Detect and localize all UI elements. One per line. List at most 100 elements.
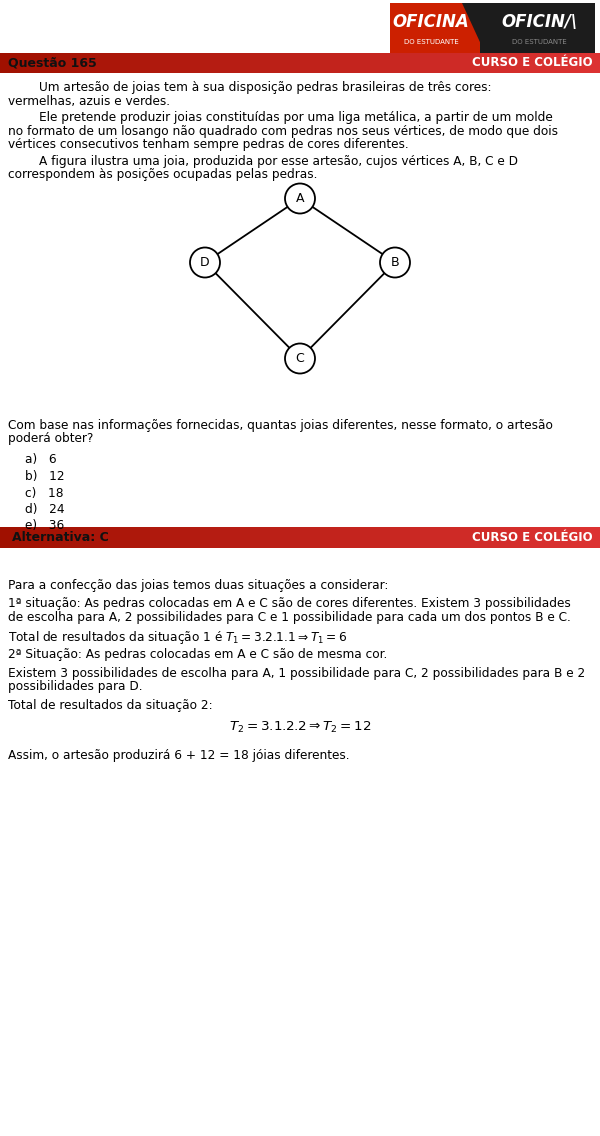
Circle shape bbox=[380, 248, 410, 277]
FancyBboxPatch shape bbox=[50, 527, 61, 548]
FancyBboxPatch shape bbox=[30, 53, 41, 73]
FancyBboxPatch shape bbox=[310, 527, 320, 548]
FancyBboxPatch shape bbox=[360, 527, 371, 548]
FancyBboxPatch shape bbox=[80, 53, 91, 73]
FancyBboxPatch shape bbox=[280, 527, 290, 548]
FancyBboxPatch shape bbox=[210, 53, 221, 73]
Text: 1ª situação: As pedras colocadas em A e C são de cores diferentes. Existem 3 pos: 1ª situação: As pedras colocadas em A e … bbox=[8, 598, 571, 610]
Text: $T_2 = 3.1.2.2 \Rightarrow T_2 = 12$: $T_2 = 3.1.2.2 \Rightarrow T_2 = 12$ bbox=[229, 720, 371, 735]
FancyBboxPatch shape bbox=[410, 527, 421, 548]
FancyBboxPatch shape bbox=[470, 53, 481, 73]
FancyBboxPatch shape bbox=[470, 527, 481, 548]
FancyBboxPatch shape bbox=[10, 53, 20, 73]
FancyBboxPatch shape bbox=[140, 53, 151, 73]
Text: DO ESTUDANTE: DO ESTUDANTE bbox=[404, 39, 458, 45]
FancyBboxPatch shape bbox=[280, 53, 290, 73]
FancyBboxPatch shape bbox=[60, 53, 71, 73]
FancyBboxPatch shape bbox=[510, 527, 521, 548]
FancyBboxPatch shape bbox=[220, 53, 230, 73]
Text: d)   24: d) 24 bbox=[25, 503, 65, 516]
Text: vértices consecutivos tenham sempre pedras de cores diferentes.: vértices consecutivos tenham sempre pedr… bbox=[8, 137, 409, 151]
Text: A: A bbox=[296, 192, 304, 204]
FancyBboxPatch shape bbox=[170, 527, 181, 548]
FancyBboxPatch shape bbox=[500, 527, 511, 548]
FancyBboxPatch shape bbox=[320, 53, 331, 73]
FancyBboxPatch shape bbox=[270, 53, 281, 73]
FancyBboxPatch shape bbox=[330, 53, 341, 73]
FancyBboxPatch shape bbox=[90, 527, 101, 548]
Text: Ele pretende produzir joias constituídas por uma liga metálica, a partir de um m: Ele pretende produzir joias constituídas… bbox=[8, 111, 553, 124]
Text: de escolha para A, 2 possibilidades para C e 1 possibilidade para cada um dos po: de escolha para A, 2 possibilidades para… bbox=[8, 611, 571, 624]
FancyBboxPatch shape bbox=[50, 53, 61, 73]
FancyBboxPatch shape bbox=[390, 53, 401, 73]
FancyBboxPatch shape bbox=[160, 527, 170, 548]
FancyBboxPatch shape bbox=[120, 527, 131, 548]
FancyBboxPatch shape bbox=[100, 53, 110, 73]
FancyBboxPatch shape bbox=[20, 53, 31, 73]
Text: Para a confecção das joias temos duas situações a considerar:: Para a confecção das joias temos duas si… bbox=[8, 579, 388, 592]
FancyBboxPatch shape bbox=[510, 53, 521, 73]
Circle shape bbox=[285, 343, 315, 374]
Text: Com base nas informações fornecidas, quantas joias diferentes, nesse formato, o : Com base nas informações fornecidas, qua… bbox=[8, 418, 553, 432]
FancyBboxPatch shape bbox=[360, 53, 371, 73]
Text: Alternativa: C: Alternativa: C bbox=[12, 531, 109, 544]
FancyBboxPatch shape bbox=[210, 527, 221, 548]
FancyBboxPatch shape bbox=[420, 527, 431, 548]
Polygon shape bbox=[462, 3, 485, 53]
Text: c)   18: c) 18 bbox=[25, 486, 64, 500]
FancyBboxPatch shape bbox=[200, 527, 211, 548]
FancyBboxPatch shape bbox=[120, 53, 131, 73]
Text: C: C bbox=[296, 352, 304, 365]
FancyBboxPatch shape bbox=[180, 53, 191, 73]
FancyBboxPatch shape bbox=[590, 527, 600, 548]
FancyBboxPatch shape bbox=[420, 53, 431, 73]
FancyBboxPatch shape bbox=[530, 527, 541, 548]
FancyBboxPatch shape bbox=[550, 527, 560, 548]
Text: B: B bbox=[391, 256, 400, 269]
FancyBboxPatch shape bbox=[260, 53, 271, 73]
FancyBboxPatch shape bbox=[430, 527, 440, 548]
FancyBboxPatch shape bbox=[160, 53, 170, 73]
FancyBboxPatch shape bbox=[370, 527, 380, 548]
Text: Assim, o artesão produzirá 6 + 12 = 18 jóias diferentes.: Assim, o artesão produzirá 6 + 12 = 18 j… bbox=[8, 749, 349, 761]
FancyBboxPatch shape bbox=[80, 527, 91, 548]
FancyBboxPatch shape bbox=[10, 527, 20, 548]
FancyBboxPatch shape bbox=[180, 527, 191, 548]
Text: no formato de um losango não quadrado com pedras nos seus vértices, de modo que : no formato de um losango não quadrado co… bbox=[8, 125, 558, 137]
FancyBboxPatch shape bbox=[550, 53, 560, 73]
FancyBboxPatch shape bbox=[150, 53, 161, 73]
Text: Total de resultados da situação 1 é $T_1 = 3.2.1.1 \Rightarrow T_1 = 6$: Total de resultados da situação 1 é $T_1… bbox=[8, 629, 347, 646]
FancyBboxPatch shape bbox=[390, 527, 401, 548]
Text: Existem 3 possibilidades de escolha para A, 1 possibilidade para C, 2 possibilid: Existem 3 possibilidades de escolha para… bbox=[8, 667, 585, 679]
Circle shape bbox=[285, 184, 315, 214]
FancyBboxPatch shape bbox=[580, 53, 590, 73]
FancyBboxPatch shape bbox=[520, 53, 530, 73]
FancyBboxPatch shape bbox=[230, 527, 241, 548]
FancyBboxPatch shape bbox=[240, 53, 251, 73]
FancyBboxPatch shape bbox=[60, 527, 71, 548]
Text: vermelhas, azuis e verdes.: vermelhas, azuis e verdes. bbox=[8, 94, 170, 108]
FancyBboxPatch shape bbox=[310, 53, 320, 73]
FancyBboxPatch shape bbox=[70, 527, 80, 548]
FancyBboxPatch shape bbox=[400, 53, 410, 73]
FancyBboxPatch shape bbox=[490, 527, 500, 548]
FancyBboxPatch shape bbox=[430, 53, 440, 73]
FancyBboxPatch shape bbox=[560, 527, 571, 548]
FancyBboxPatch shape bbox=[320, 527, 331, 548]
Text: Questão 165: Questão 165 bbox=[8, 57, 97, 69]
FancyBboxPatch shape bbox=[230, 53, 241, 73]
FancyBboxPatch shape bbox=[290, 53, 301, 73]
Text: CURSO E COLÉGIO: CURSO E COLÉGIO bbox=[472, 531, 593, 544]
Circle shape bbox=[190, 248, 220, 277]
FancyBboxPatch shape bbox=[340, 53, 350, 73]
FancyBboxPatch shape bbox=[150, 527, 161, 548]
FancyBboxPatch shape bbox=[140, 527, 151, 548]
FancyBboxPatch shape bbox=[450, 527, 461, 548]
FancyBboxPatch shape bbox=[330, 527, 341, 548]
FancyBboxPatch shape bbox=[580, 527, 590, 548]
FancyBboxPatch shape bbox=[340, 527, 350, 548]
FancyBboxPatch shape bbox=[380, 53, 391, 73]
FancyBboxPatch shape bbox=[0, 53, 11, 73]
FancyBboxPatch shape bbox=[500, 53, 511, 73]
FancyBboxPatch shape bbox=[100, 527, 110, 548]
